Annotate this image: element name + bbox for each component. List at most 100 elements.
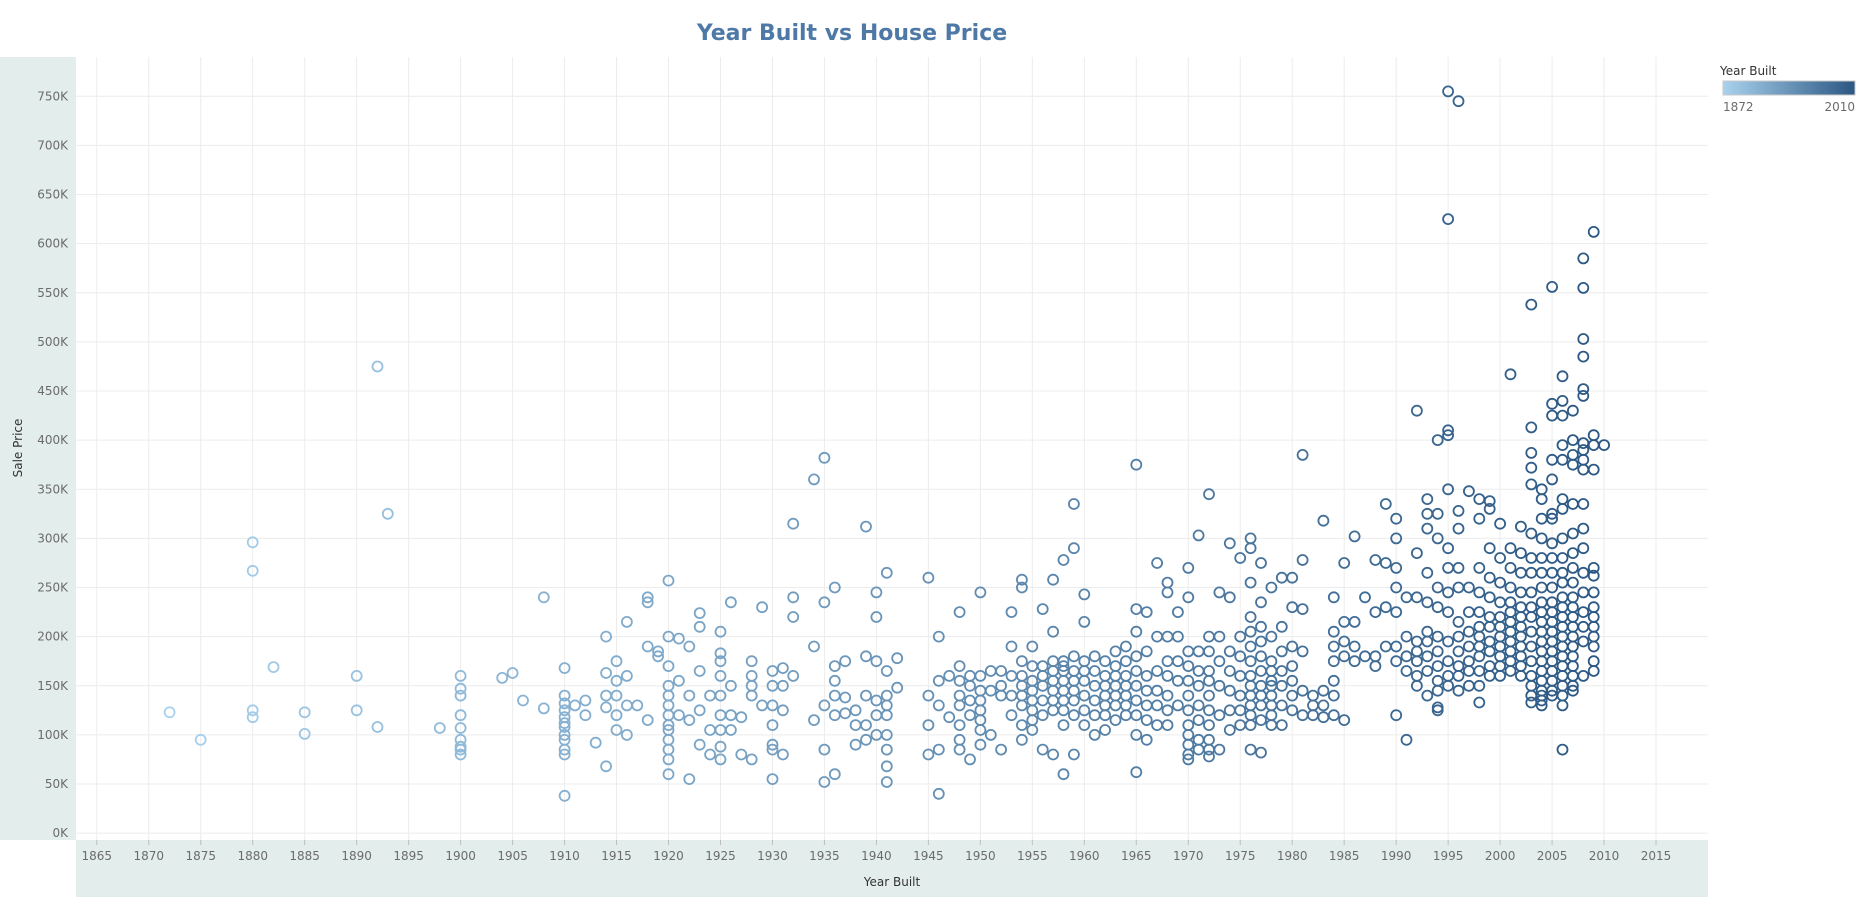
data-point	[1296, 448, 1309, 461]
data-point	[1182, 674, 1195, 687]
x-tick-label: 1995	[1433, 849, 1464, 863]
data-point	[1535, 532, 1548, 545]
data-point	[1587, 611, 1600, 623]
data-point	[589, 736, 602, 749]
data-point	[1431, 684, 1444, 697]
data-point	[1036, 603, 1049, 615]
data-point	[610, 689, 623, 702]
data-point	[1213, 743, 1226, 756]
data-point	[1556, 670, 1569, 682]
data-point	[984, 684, 997, 697]
data-point	[1431, 674, 1444, 687]
data-point	[1265, 665, 1278, 677]
data-point	[1442, 542, 1454, 555]
data-point	[849, 719, 862, 731]
data-point	[1068, 748, 1080, 761]
data-point	[1172, 655, 1184, 668]
data-point	[1587, 620, 1600, 633]
data-point	[1556, 409, 1569, 422]
data-point	[1515, 586, 1527, 599]
data-point	[725, 709, 737, 722]
data-point	[1525, 640, 1538, 653]
data-point	[1275, 679, 1288, 692]
data-point	[932, 630, 945, 643]
data-point	[1120, 640, 1132, 653]
data-point	[1463, 655, 1475, 668]
data-point	[745, 670, 758, 682]
data-point	[1577, 281, 1590, 294]
data-point	[1130, 650, 1143, 663]
data-point	[1265, 699, 1278, 712]
data-point	[1244, 625, 1257, 638]
data-point	[870, 586, 883, 599]
data-point	[246, 536, 259, 549]
data-point	[1192, 733, 1205, 746]
data-point	[1463, 485, 1475, 498]
data-point	[1265, 655, 1278, 668]
data-point	[953, 606, 966, 618]
data-point	[1327, 709, 1340, 722]
data-point	[1587, 225, 1600, 238]
data-point	[1161, 655, 1174, 668]
data-point	[1400, 591, 1413, 604]
data-point	[1431, 630, 1444, 643]
data-point	[1556, 660, 1569, 672]
data-point	[1525, 527, 1538, 540]
data-point	[1442, 655, 1454, 668]
data-point	[1556, 453, 1569, 466]
data-point	[1535, 616, 1548, 628]
data-point	[1504, 562, 1517, 574]
data-point	[714, 670, 727, 682]
data-point	[1099, 689, 1111, 702]
data-point	[1587, 640, 1600, 653]
data-point	[1099, 699, 1111, 712]
data-point	[1130, 625, 1143, 638]
data-point	[267, 661, 280, 673]
data-point	[1223, 591, 1236, 604]
data-point	[756, 601, 768, 614]
data-point	[1577, 252, 1590, 265]
data-point	[922, 689, 935, 702]
data-point	[1587, 586, 1600, 599]
data-point	[621, 729, 633, 741]
data-point	[1234, 650, 1247, 663]
x-tick-label: 2005	[1537, 849, 1568, 863]
x-tick-label: 1920	[653, 849, 684, 863]
data-point	[891, 652, 904, 665]
data-point	[964, 679, 976, 692]
data-point	[1223, 684, 1236, 697]
data-point	[1494, 576, 1506, 589]
data-point	[1567, 620, 1579, 633]
data-point	[558, 789, 571, 802]
data-point	[1535, 493, 1548, 506]
data-point	[880, 729, 893, 741]
data-point	[350, 670, 363, 682]
data-point	[600, 630, 612, 643]
data-point	[1556, 532, 1569, 545]
data-point	[828, 709, 841, 722]
data-point	[1421, 689, 1434, 702]
x-tick-label: 1875	[185, 849, 216, 863]
y-tick-label: 100K	[37, 728, 69, 742]
data-point	[683, 689, 696, 702]
y-tick-label: 250K	[37, 581, 69, 595]
data-point	[922, 571, 935, 584]
x-tick-label: 1980	[1277, 849, 1308, 863]
data-point	[1473, 606, 1486, 618]
data-point	[610, 674, 623, 687]
data-point	[1338, 557, 1351, 569]
data-point	[1057, 694, 1070, 707]
x-tick-label: 1905	[497, 849, 528, 863]
x-tick-label: 1935	[809, 849, 840, 863]
data-point	[1338, 635, 1351, 648]
data-point	[1525, 696, 1538, 709]
x-tick-label: 2015	[1641, 849, 1672, 863]
data-point	[828, 581, 841, 594]
data-point	[1390, 581, 1403, 594]
data-point	[849, 704, 862, 717]
data-point	[1442, 85, 1454, 98]
data-point	[1483, 660, 1496, 672]
data-point	[1390, 562, 1403, 574]
data-point	[1099, 655, 1111, 668]
data-point	[1130, 709, 1143, 722]
